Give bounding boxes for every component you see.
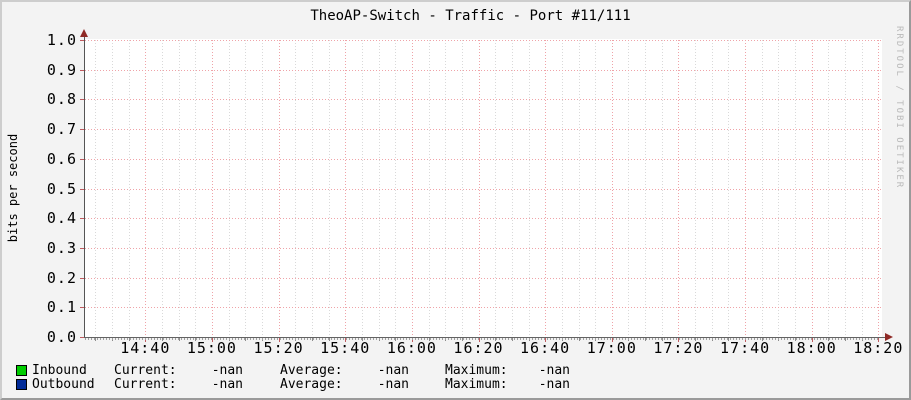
inbound-swatch [16, 365, 27, 376]
rrdtool-watermark: RRDTOOL / TOBI OETIKER [894, 26, 904, 190]
average-label: Average: [280, 377, 343, 392]
maximum-value: -nan [538, 363, 570, 378]
y-tick-label: 1.0 [46, 31, 77, 49]
x-tick-label: 16:20 [453, 339, 504, 357]
y-tick-major [80, 247, 84, 249]
x-axis-minute-ticks [85, 338, 880, 340]
gridline-major-horizontal [85, 129, 881, 131]
gridline-major-horizontal [85, 307, 881, 309]
current-value: -nan [211, 363, 243, 378]
average-value: -nan [377, 363, 409, 378]
x-tick-label: 15:40 [320, 339, 371, 357]
x-tick-label: 18:20 [853, 339, 904, 357]
y-tick-major [80, 129, 84, 131]
y-tick-label: 0.3 [46, 238, 77, 257]
maximum-label: Maximum: [445, 377, 508, 392]
y-tick-label: 0.4 [46, 209, 77, 228]
y-tick-label: 0.5 [46, 179, 77, 198]
x-tick-major [478, 338, 480, 342]
y-tick-major [80, 158, 84, 160]
gridline-major-horizontal [85, 247, 881, 249]
y-tick-label: 0.6 [46, 149, 77, 168]
x-tick-major [145, 338, 147, 342]
legend-label: Inbound [32, 363, 87, 378]
x-tick-major [611, 338, 613, 342]
x-tick-major [211, 338, 213, 342]
y-tick-major [80, 218, 84, 220]
y-axis-line [84, 35, 85, 337]
average-label: Average: [280, 363, 343, 378]
x-tick-major [678, 338, 680, 342]
y-tick-label: 0.1 [46, 298, 77, 317]
current-label: Current: [114, 363, 177, 378]
y-axis-arrow-icon [80, 29, 88, 37]
gridline-major-horizontal [85, 99, 881, 101]
x-tick-label: 17:40 [720, 339, 771, 357]
maximum-value: -nan [538, 377, 570, 392]
y-tick-major [80, 307, 84, 309]
outbound-swatch [16, 379, 27, 390]
average-value: -nan [377, 377, 409, 392]
x-tick-major [811, 338, 813, 342]
x-tick-label: 18:00 [786, 339, 837, 357]
y-tick-label: 0.0 [46, 328, 77, 346]
legend-row-inbound: Inbound Current: -nan Average: -nan Maxi… [2, 364, 909, 378]
gridline-major-horizontal [85, 218, 881, 220]
gridline-major-horizontal [85, 69, 881, 71]
x-tick-label: 17:00 [586, 339, 637, 357]
x-axis-arrow-icon [885, 333, 893, 341]
current-value: -nan [211, 377, 243, 392]
x-tick-major [411, 338, 413, 342]
x-tick-major [545, 338, 547, 342]
plot-area [84, 39, 882, 337]
legend-row-outbound: Outbound Current: -nan Average: -nan Max… [2, 378, 909, 392]
x-tick-major [878, 338, 880, 342]
gridline-major-horizontal [85, 188, 881, 190]
y-tick-label: 0.9 [46, 60, 77, 79]
legend-label: Outbound [32, 377, 95, 392]
x-tick-label: 15:00 [186, 339, 237, 357]
x-axis-line [84, 337, 885, 338]
gridline-major-horizontal [85, 40, 881, 41]
y-tick-label: 0.2 [46, 268, 77, 287]
y-tick-label: 0.7 [46, 120, 77, 139]
y-tick-major [80, 40, 84, 41]
x-tick-label: 17:20 [653, 339, 704, 357]
y-tick-major [80, 99, 84, 101]
gridline-major-horizontal [85, 277, 881, 279]
x-tick-major [278, 338, 280, 342]
gridline-major-horizontal [85, 158, 881, 160]
maximum-label: Maximum: [445, 363, 508, 378]
x-tick-major [745, 338, 747, 342]
y-tick-major [80, 69, 84, 71]
y-tick-major [80, 337, 84, 338]
current-label: Current: [114, 377, 177, 392]
x-tick-label: 16:40 [520, 339, 571, 357]
y-axis-unit-label: bits per second [6, 133, 20, 243]
x-tick-label: 14:40 [120, 339, 171, 357]
x-tick-label: 16:00 [386, 339, 437, 357]
y-tick-major [80, 277, 84, 279]
y-tick-major [80, 188, 84, 190]
x-tick-label: 15:20 [253, 339, 304, 357]
graph-title: TheoAP-Switch - Traffic - Port #11/111 [310, 8, 631, 24]
x-tick-major [345, 338, 347, 342]
y-tick-label: 0.8 [46, 90, 77, 109]
